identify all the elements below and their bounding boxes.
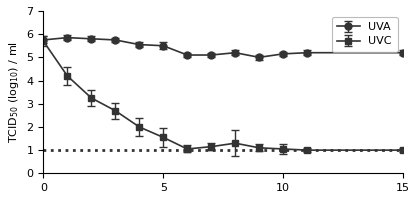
Y-axis label: TCID$_{50}$ (log$_{10}$) / ml: TCID$_{50}$ (log$_{10}$) / ml — [7, 41, 21, 143]
Legend: UVA, UVC: UVA, UVC — [332, 17, 397, 52]
